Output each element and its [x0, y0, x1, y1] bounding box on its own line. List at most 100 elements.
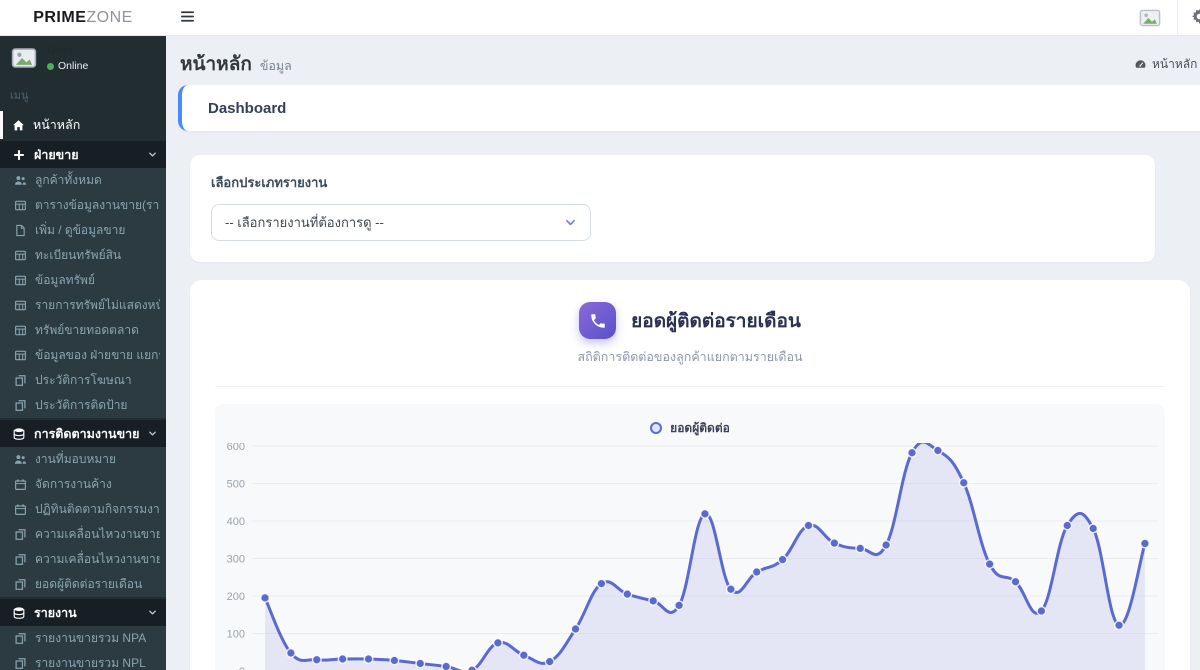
user-name: User: [47, 43, 74, 57]
sidebar-item-label: ความเคลื่อนไหวงานขาย (งานของ: [35, 552, 160, 566]
sidebar-item-4[interactable]: เพิ่ม / ดูข้อมูลขาย: [0, 218, 166, 243]
chevron-down-icon: [147, 607, 158, 618]
sidebar-item-label: งานที่มอบหมาย: [35, 452, 117, 466]
sidebar-item-label: ประวัติการโฆษณา: [35, 373, 132, 387]
sidebar-item-label: ตารางข้อมูลงานขาย(รายลูกค้า): [35, 198, 160, 212]
phone-icon: [579, 302, 617, 339]
sidebar-item-label: ข้อมูลของ ฝ่ายขาย แยกรายคน: [35, 348, 160, 362]
sidebar-item-17[interactable]: ความเคลื่อนไหวงานขาย (งานของ: [0, 547, 166, 572]
sidebar-item-label: จัดการงานค้าง: [35, 477, 112, 491]
sidebar-item-label: รายการทรัพย์ไม่แสดงหน้าเว็ป: [35, 298, 160, 312]
page-subtitle: ข้อมูล: [259, 59, 292, 73]
table-icon: [14, 299, 27, 312]
report-type-select[interactable]: -- เลือกรายงานที่ต้องการดู --: [211, 204, 591, 241]
line-chart[interactable]: 0100200300400500600ม.ค.ก.พ.มี.ค.เม.ย.พ.ค…: [215, 443, 1165, 670]
online-status-dot: [47, 62, 54, 70]
sidebar-item-label: ยอดผู้ติดต่อรายเดือน: [35, 577, 143, 591]
sidebar-item-label: เพิ่ม / ดูข้อมูลขาย: [35, 223, 126, 237]
report-filter-card: เลือกประเภทรายงาน -- เลือกรายงานที่ต้องก…: [190, 155, 1155, 262]
chevron-down-icon: [147, 149, 158, 160]
sidebar-item-label: ทรัพย์ขายทอดตลาด: [35, 323, 139, 337]
dashboard-title-card: Dashboard: [178, 85, 1200, 131]
legend-point-icon: [650, 422, 663, 434]
sidebar-toggle-button[interactable]: [176, 7, 198, 29]
sidebar-item-6[interactable]: ข้อมูลทรัพย์: [0, 268, 166, 293]
table-icon: [14, 349, 27, 362]
table-icon: [14, 249, 27, 262]
sidebar-item-15[interactable]: ปฏิทินติดตามกิจกรรมงานขาย: [0, 497, 166, 522]
sidebar-item-11[interactable]: ประวัติการติดป้าย: [0, 393, 166, 418]
sidebar-item-18[interactable]: ยอดผู้ติดต่อรายเดือน: [0, 572, 166, 597]
svg-text:200: 200: [227, 591, 245, 603]
sidebar-section-12[interactable]: การติดตามงานขาย: [0, 420, 166, 447]
calendar-icon: [14, 503, 27, 516]
online-status-label: Online: [58, 60, 89, 72]
chart-header: ยอดผู้ติดต่อรายเดือน: [190, 302, 1190, 339]
sidebar-item-label: ข้อมูลทรัพย์: [35, 273, 95, 287]
report-type-selected-value: -- เลือกรายงานที่ต้องการดู --: [225, 215, 384, 230]
sidebar-item-label: ฝ่ายขาย: [34, 147, 79, 162]
copy-icon: [14, 374, 27, 387]
home-icon: [12, 119, 25, 132]
sidebar-item-0[interactable]: หน้าหลัก: [0, 111, 166, 139]
chevron-down-icon: [564, 216, 577, 229]
dashboard-card-title: Dashboard: [208, 99, 287, 117]
sidebar-user-panel[interactable]: User Online: [0, 35, 166, 80]
main-content: หน้าหลัก ข้อมูล หน้าหลัก > ข้อมูล Dashbo…: [166, 35, 1200, 670]
sidebar-item-label: หน้าหลัก: [33, 118, 81, 132]
sidebar-item-label: ทะเบียนทรัพย์สิน: [35, 248, 122, 262]
sidebar-item-5[interactable]: ทะเบียนทรัพย์สิน: [0, 243, 166, 268]
sidebar-item-21[interactable]: รายงานขายรวม NPL: [0, 651, 166, 670]
brand-logo-zone: ZONE: [86, 8, 133, 26]
user-status: Online: [47, 60, 88, 72]
monthly-contacts-chart-card: ยอดผู้ติดต่อรายเดือน สถิติการติดต่อของลู…: [190, 280, 1190, 670]
sidebar-section-1[interactable]: ฝ่ายขาย: [0, 141, 166, 168]
sidebar-item-8[interactable]: ทรัพย์ขายทอดตลาด: [0, 318, 166, 343]
sidebar-item-7[interactable]: รายการทรัพย์ไม่แสดงหน้าเว็ป: [0, 293, 166, 318]
navbar-user-avatar[interactable]: [1137, 7, 1163, 29]
breadcrumb-home-link[interactable]: หน้าหลัก: [1152, 57, 1198, 71]
chart-legend[interactable]: ยอดผู้ติดต่อ: [215, 413, 1165, 443]
database-icon: [12, 606, 26, 620]
table-icon: [14, 199, 27, 212]
sidebar-user-info: User Online: [47, 44, 88, 72]
sidebar-item-20[interactable]: รายงานขายรวม NPA: [0, 626, 166, 651]
copy-icon: [14, 578, 27, 591]
copy-icon: [14, 528, 27, 541]
sidebar-item-9[interactable]: ข้อมูลของ ฝ่ายขาย แยกรายคน: [0, 343, 166, 368]
brand-logo[interactable]: PRIME ZONE: [0, 0, 166, 35]
sidebar-item-label: รายงาน: [34, 605, 77, 620]
chevron-down-icon: [147, 428, 158, 439]
sidebar-section-19[interactable]: รายงาน: [0, 599, 166, 626]
sidebar-item-10[interactable]: ประวัติการโฆษณา: [0, 368, 166, 393]
sidebar-item-14[interactable]: จัดการงานค้าง: [0, 472, 166, 497]
svg-text:600: 600: [227, 443, 245, 453]
svg-text:0: 0: [239, 666, 245, 670]
hamburger-icon: [180, 11, 195, 27]
breadcrumb: หน้าหลัก > ข้อมูล: [1134, 55, 1200, 74]
sidebar-item-label: ประวัติการติดป้าย: [35, 398, 128, 412]
table-icon: [14, 274, 27, 287]
sidebar-item-3[interactable]: ตารางข้อมูลงานขาย(รายลูกค้า): [0, 193, 166, 218]
svg-text:400: 400: [227, 516, 245, 528]
sidebar-item-label: รายงานขายรวม NPA: [35, 631, 147, 645]
gear-icon: [1191, 8, 1200, 28]
copy-icon: [14, 657, 27, 670]
brand-logo-prime: PRIME: [33, 8, 87, 26]
sidebar: User Online เมนู หน้าหลัก ฝ่ายขาย ลูกค้าทั…: [0, 35, 166, 670]
sidebar-item-label: ความเคลื่อนไหวงานขาย: [35, 527, 160, 541]
broken-image-icon: [1139, 9, 1161, 26]
copy-icon: [14, 553, 27, 566]
report-type-label: เลือกประเภทรายงาน: [211, 175, 328, 190]
broken-image-icon: [11, 48, 37, 68]
sidebar-item-2[interactable]: ลูกค้าทั้งหมด: [0, 168, 166, 193]
database-icon: [12, 427, 26, 441]
settings-gear-button[interactable]: [1184, 3, 1200, 33]
navbar-divider: [1177, 0, 1178, 35]
sidebar-item-label: รายงานขายรวม NPL: [35, 656, 146, 670]
sidebar-item-13[interactable]: งานที่มอบหมาย: [0, 447, 166, 472]
sidebar-item-16[interactable]: ความเคลื่อนไหวงานขาย: [0, 522, 166, 547]
navbar-right: [1137, 0, 1200, 35]
table-icon: [14, 324, 27, 337]
content-header: หน้าหลัก ข้อมูล หน้าหลัก > ข้อมูล: [178, 43, 1200, 79]
